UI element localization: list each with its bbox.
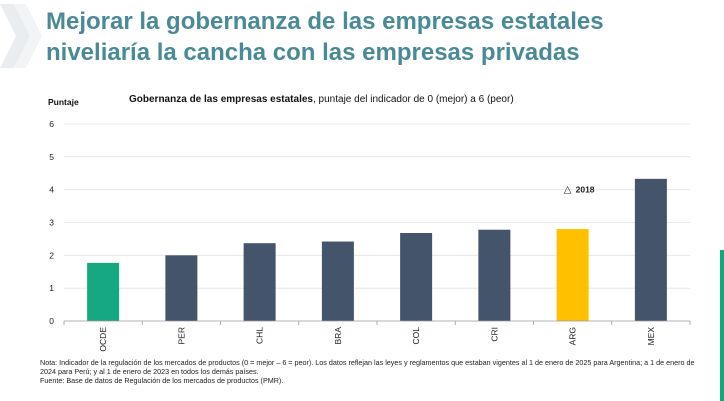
bar-ocde: [87, 262, 120, 321]
x-tick-label: PER: [176, 327, 186, 344]
bar-bra: [321, 241, 354, 321]
side-accent-bar: [720, 250, 724, 401]
chart-title: Gobernanza de las empresas estatales, pu…: [129, 94, 514, 105]
bar-mex: [634, 178, 667, 321]
y-axis-ticks: 0 1 2 3 4 5 6: [49, 119, 54, 326]
bar-chart: Puntaje Gobernanza de las empresas estat…: [0, 88, 724, 354]
y-tick-label: 3: [49, 218, 54, 228]
y-tick-label: 6: [49, 119, 54, 129]
y-tick-label: 5: [49, 152, 54, 162]
gridlines: [64, 123, 690, 289]
bar-cri: [478, 229, 511, 321]
chart-svg: Puntaje Gobernanza de las empresas estat…: [48, 94, 691, 352]
bar-chl: [243, 243, 276, 321]
annotation: △ 2018: [564, 185, 595, 196]
y-tick-label: 2: [49, 250, 54, 260]
x-tick-label: CRI: [489, 327, 499, 342]
page-title: Mejorar la gobernanza de las empresas es…: [46, 8, 604, 66]
chart-ylabel: Puntaje: [48, 97, 79, 107]
bar-col: [400, 233, 433, 321]
x-tick-label: CHL: [255, 327, 265, 344]
x-tick-label: BRA: [333, 327, 343, 345]
x-axis-ticks: OCDE PER CHL BRA COL CRI ARG MEX: [63, 321, 691, 352]
bar-arg: [556, 229, 589, 321]
bars: [87, 178, 667, 321]
x-tick-label: MEX: [646, 327, 656, 346]
x-tick-label: ARG: [568, 327, 578, 345]
bar-per: [165, 255, 198, 321]
annotation-label: 2018: [576, 185, 595, 195]
x-tick-label: COL: [411, 327, 421, 345]
chart-note: Nota: Indicador de la regulación de los …: [40, 358, 695, 377]
chevron-decoration-icon: [0, 4, 42, 68]
triangle-marker-icon: △: [564, 185, 572, 196]
y-tick-label: 1: [49, 283, 54, 293]
chart-source: Fuente: Base de datos de Regulación de l…: [40, 376, 284, 386]
y-tick-label: 4: [49, 185, 54, 195]
footnote: Nota: Indicador de la regulación de los …: [40, 358, 704, 386]
x-tick-label: OCDE: [98, 327, 108, 352]
y-tick-label: 0: [49, 316, 54, 326]
